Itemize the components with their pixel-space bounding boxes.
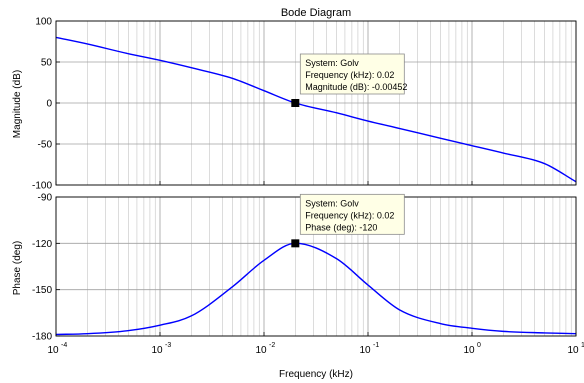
x-tick-exponent: -4 <box>61 342 67 349</box>
magnitude-series-line <box>55 36 577 183</box>
x-tick-exponent: 0 <box>477 342 481 349</box>
x-tick-exponent: -2 <box>269 342 275 349</box>
x-tick-label: 10 <box>359 345 371 356</box>
datatip-marker[interactable] <box>291 99 300 107</box>
datatip-text: Frequency (kHz): 0.02 <box>305 210 394 220</box>
chart-title: Bode Diagram <box>281 7 351 19</box>
phase-panel: -90 -120 -150 -180 System: Golv Frequency (kH… <box>32 193 577 343</box>
y-tick-label: 100 <box>35 17 52 28</box>
phase-series-line <box>55 242 577 336</box>
x-tick-label: 10 <box>255 345 267 356</box>
datatip-text: System: Golv <box>305 198 359 208</box>
x-tick-label: 10 <box>567 345 579 356</box>
datatip-box <box>299 53 405 95</box>
y-tick-label: -120 <box>32 239 52 250</box>
x-tick-label: 10 <box>151 345 163 356</box>
datatip-text: System: Golv <box>305 58 359 68</box>
datatip-text: Frequency (kHz): 0.02 <box>305 70 394 80</box>
phase-axis-label: Phase (deg) <box>12 241 23 295</box>
y-tick-label: 50 <box>41 58 53 69</box>
phase-datatip[interactable]: System: Golv Frequency (kHz): 0.02 Phase (… <box>291 193 405 248</box>
magnitude-axis-label: Magnitude (dB) <box>12 70 23 138</box>
x-tick-exponent: -1 <box>373 342 379 349</box>
magnitude-panel: 100 50 0 -50 -100 System: Golv Frequency (kHz)… <box>32 17 577 192</box>
x-tick-label: 10 <box>463 345 475 356</box>
datatip-marker[interactable] <box>291 239 300 248</box>
x-tick-label: 10 <box>47 345 59 356</box>
y-tick-label: -50 <box>38 140 53 151</box>
x-tick-exponent: 1 <box>581 342 584 349</box>
y-tick-label: 0 <box>46 99 52 110</box>
datatip-text: Phase (deg): -120 <box>305 222 377 232</box>
magnitude-datatip[interactable]: System: Golv Frequency (kHz): 0.02 Magnitu… <box>291 53 407 107</box>
y-tick-label: -150 <box>32 285 52 296</box>
datatip-box <box>299 193 405 235</box>
x-axis-label: Frequency (kHz) <box>279 369 353 380</box>
y-tick-label: -180 <box>32 332 52 343</box>
y-tick-label: -100 <box>32 181 52 192</box>
x-tick-exponent: -3 <box>165 342 171 349</box>
datatip-text: Magnitude (dB): -0.00452 <box>305 82 407 92</box>
y-tick-label: -90 <box>38 193 53 204</box>
magnitude-axes-box <box>55 20 577 186</box>
